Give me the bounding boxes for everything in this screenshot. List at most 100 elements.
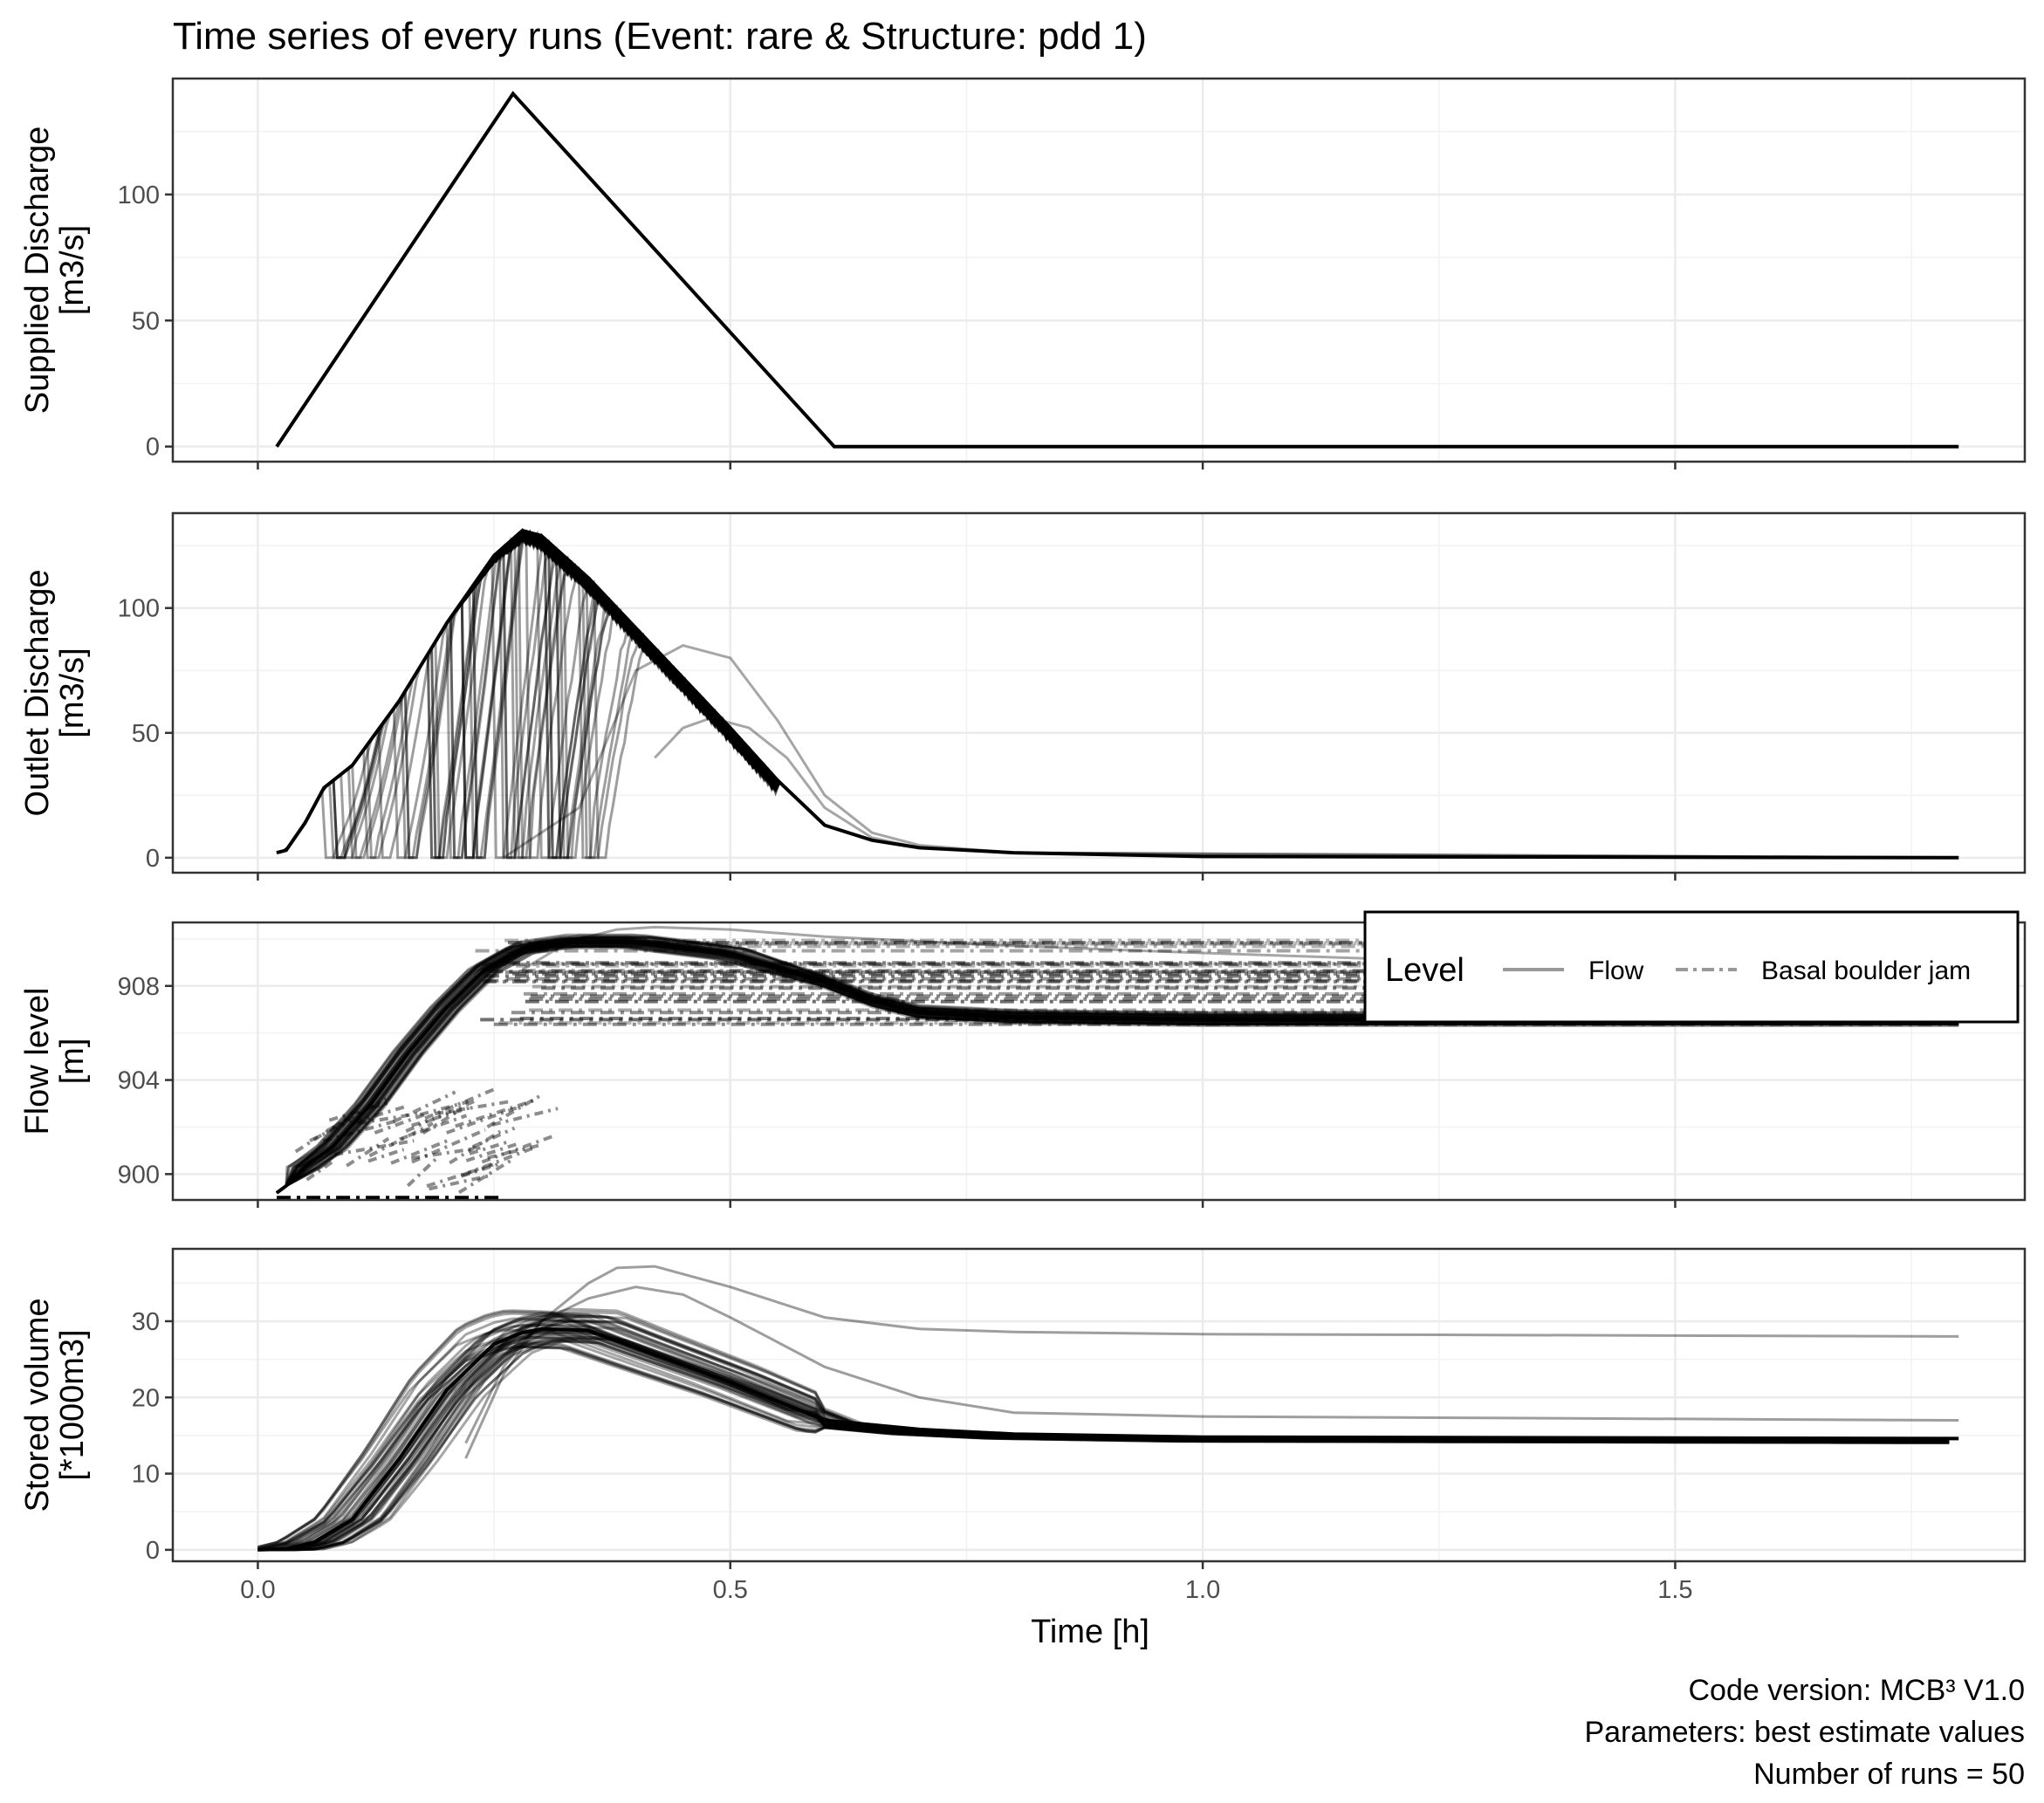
y-tick-label: 50 [132,720,160,748]
x-tick-label: 0.0 [240,1576,275,1604]
jam-line [368,1121,434,1158]
y-axis-title: Stored volume [19,1298,56,1512]
jam-line [367,1148,405,1163]
y-tick-label: 0 [146,434,160,462]
run-line [276,936,1959,1195]
legend: Level Flow Basal boulder jam [1363,910,2020,1024]
grid-flowlevel [173,922,2025,1200]
jam-line [309,1119,353,1143]
run-line [276,937,1959,1195]
run-line [257,1335,1950,1552]
run-line [276,944,1959,1195]
run-line [257,1333,1950,1552]
run-line [276,945,1959,1195]
run-line [257,1335,1950,1552]
run-line [257,1312,1950,1549]
run-line [257,1313,1950,1552]
run-line [276,942,1959,1195]
run-line [257,1310,1950,1552]
run-line [276,945,1959,1195]
y-tick-label: 50 [132,307,160,335]
run-line [257,1310,1950,1549]
y-tick-label: 100 [118,595,160,623]
jam-line [305,1157,338,1182]
y-axis-title: [*1000m3] [54,1329,91,1480]
y-tick-label: 30 [132,1308,160,1336]
jam-line [455,1097,539,1128]
run-line [257,1345,1950,1551]
run-line [276,933,1959,1195]
panel-border [171,1247,2027,1563]
run-line [276,943,1959,1195]
run-line [257,1335,1950,1551]
run-line [276,936,1959,1195]
run-line [257,1309,1950,1549]
y-tick-label: 100 [118,182,160,209]
run-line [257,1323,1950,1551]
run-line [257,1319,1950,1552]
run-line [464,1265,1959,1444]
panel-border [171,511,2027,874]
run-line [257,1324,1950,1551]
series-group-supplied [275,91,1959,449]
run-line [276,945,1959,1195]
jam-line [294,1117,348,1154]
y-tick-label: 20 [132,1384,160,1412]
y-axis-title: [m3/s] [54,648,91,737]
envelope-line [257,1327,1959,1552]
run-line [257,1328,1950,1548]
caption-line: Number of runs = 50 [1753,1758,2025,1791]
legend-label-jam: Basal boulder jam [1761,956,1971,985]
jam-line [446,1104,523,1135]
run-line [464,1285,1959,1459]
run-line [276,937,1959,1195]
y-tick-label: 0 [146,845,160,873]
series-group-flowlevel [275,925,1959,1200]
jam-line [426,1162,494,1188]
x-tick-label: 1.5 [1657,1576,1692,1604]
run-line [257,1339,1950,1552]
run-line [257,1322,1950,1552]
legend-label-flow: Flow [1588,956,1644,985]
run-line [257,1331,1950,1551]
jam-line [481,1134,554,1164]
run-line [257,1341,1950,1551]
run-line [257,1337,1950,1552]
run-line [257,1312,1950,1552]
legend-box [1363,910,2020,1024]
y-axis-title: Outlet Discharge [19,569,56,816]
x-tick-label: 0.5 [713,1576,748,1604]
legend-title: Level [1385,952,1464,989]
caption-line: Code version: MCB³ V1.0 [1689,1674,2026,1707]
run-line [257,1327,1950,1552]
jam-line [406,1156,439,1188]
envelope-line [275,939,1959,1195]
grid-outlet [173,513,2025,873]
panel-flowlevel: 900 904 908 Flow level[m] [19,921,2027,1208]
run-line [521,925,1676,974]
run-line [257,1315,1950,1552]
x-axis-title: Time [h] [1031,1614,1149,1650]
caption-line: Parameters: best estimate values [1584,1716,2025,1749]
run-line [276,942,1959,1195]
run-line [257,1343,1950,1551]
series-group-stored [257,1265,1959,1552]
y-tick-label: 904 [118,1067,160,1095]
series-group-outlet [276,527,1959,860]
panel-outlet: 0 50 100 Outlet Discharge[m3/s] [19,511,2027,881]
run-line [257,1334,1950,1552]
y-axis-title: Supplied Discharge [19,127,56,415]
run-line [257,1318,1950,1551]
x-tick-label: 1.0 [1185,1576,1220,1604]
run-line [276,935,1959,1195]
run-line [257,1330,1950,1552]
run-line [257,1307,1950,1552]
run-line [257,1340,1950,1552]
jam-line [399,1114,468,1141]
run-line [257,1345,1950,1551]
run-line [257,1317,1950,1551]
jam-line [462,1146,535,1177]
y-tick-label: 0 [146,1537,160,1565]
run-line [276,943,1959,1195]
